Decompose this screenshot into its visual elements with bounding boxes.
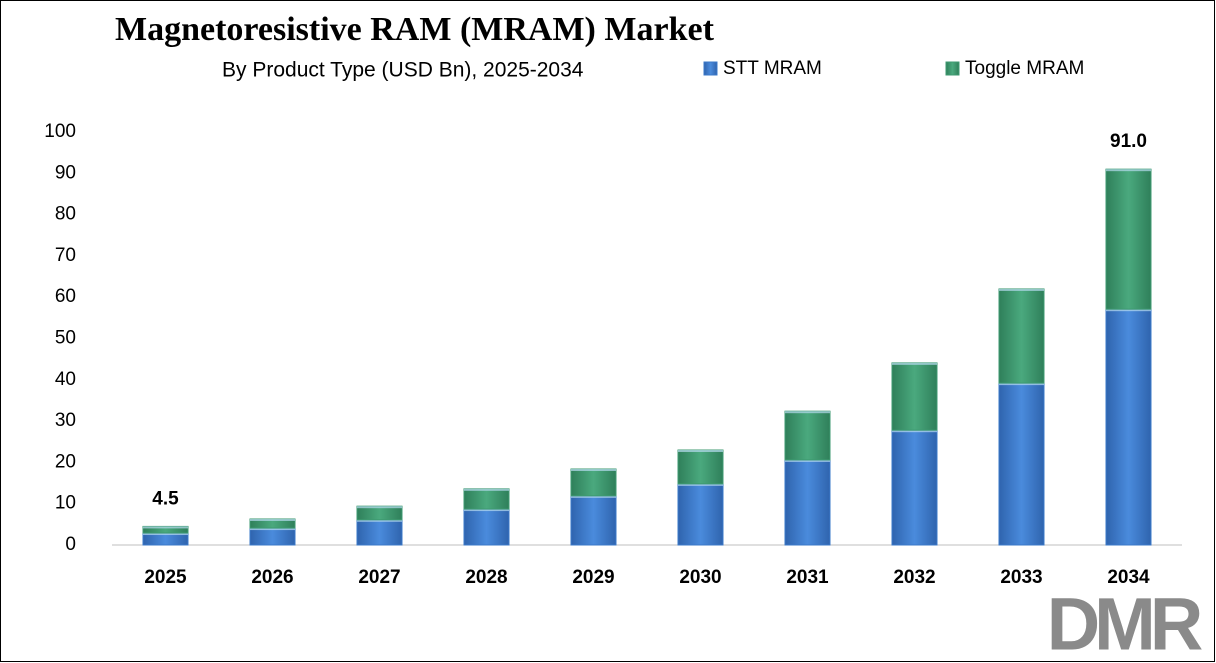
x-tick-label: 2028 bbox=[465, 567, 507, 588]
bar-segment bbox=[356, 505, 403, 521]
chart-subtitle: By Product Type (USD Bn), 2025-2034 bbox=[222, 59, 584, 82]
x-tick-label: 2029 bbox=[572, 567, 614, 588]
bar-segment bbox=[249, 527, 296, 546]
logo-text: DMR bbox=[1047, 583, 1202, 663]
bar-segment bbox=[463, 508, 510, 546]
y-tick-label: 0 bbox=[65, 534, 76, 555]
y-tick-label: 80 bbox=[55, 204, 76, 225]
data-label: 91.0 bbox=[1110, 131, 1147, 152]
bar-top bbox=[571, 469, 616, 472]
bar-top bbox=[357, 519, 402, 522]
legend-swatch bbox=[945, 61, 960, 76]
bar-top bbox=[892, 362, 937, 365]
bar-top bbox=[1106, 309, 1151, 312]
y-tick-label: 70 bbox=[55, 245, 76, 266]
y-tick-label: 20 bbox=[55, 451, 76, 472]
x-tick-label: 2031 bbox=[786, 567, 829, 588]
bar-top bbox=[785, 411, 830, 414]
y-tick-label: 50 bbox=[55, 328, 76, 349]
bar-top bbox=[250, 518, 295, 521]
legend-label: Toggle MRAM bbox=[965, 58, 1084, 79]
bar-top bbox=[464, 509, 509, 512]
bar-segment bbox=[784, 459, 831, 546]
x-tick-label: 2026 bbox=[251, 567, 293, 588]
legend-label: STT MRAM bbox=[723, 58, 822, 79]
x-tick-label: 2030 bbox=[679, 567, 721, 588]
y-tick-label: 100 bbox=[44, 121, 76, 142]
bar-segment bbox=[998, 288, 1045, 384]
legend-swatch bbox=[703, 61, 718, 76]
chart-title: Magnetoresistive RAM (MRAM) Market bbox=[115, 11, 715, 48]
logo: DMR bbox=[1047, 583, 1208, 663]
bar-top bbox=[571, 495, 616, 498]
x-tick-label: 2032 bbox=[893, 567, 935, 588]
bar-top bbox=[143, 533, 188, 536]
y-tick-label: 30 bbox=[55, 410, 76, 431]
bar-top bbox=[999, 288, 1044, 291]
x-tick-label: 2025 bbox=[144, 567, 187, 588]
bar-top bbox=[464, 488, 509, 491]
bar-top bbox=[678, 450, 723, 453]
bar-top bbox=[892, 430, 937, 433]
bar-segment bbox=[891, 362, 938, 431]
bar-top bbox=[250, 528, 295, 531]
bar-segment bbox=[570, 495, 617, 546]
bar-segment bbox=[1105, 168, 1152, 310]
bar-top bbox=[357, 506, 402, 509]
bar-segment bbox=[463, 488, 510, 510]
bar-segment bbox=[677, 483, 724, 546]
x-tick-label: 2027 bbox=[358, 567, 400, 588]
y-tick-label: 90 bbox=[55, 162, 76, 183]
y-tick-label: 40 bbox=[55, 369, 76, 390]
bar-segment bbox=[891, 429, 938, 546]
bar-segment bbox=[570, 468, 617, 497]
bar-segment bbox=[784, 410, 831, 461]
x-tick-label: 2033 bbox=[1000, 567, 1042, 588]
bar-top bbox=[678, 483, 723, 486]
bar-segment bbox=[356, 519, 403, 546]
bar-segment bbox=[677, 449, 724, 485]
x-tick-label: 2034 bbox=[1107, 567, 1150, 588]
y-tick-label: 10 bbox=[55, 493, 76, 514]
y-tick-label: 60 bbox=[55, 286, 76, 307]
bar-segment bbox=[998, 382, 1045, 546]
bar-top bbox=[143, 526, 188, 529]
bar-segment bbox=[1105, 308, 1152, 546]
bar-top bbox=[1106, 169, 1151, 172]
bar-top bbox=[999, 383, 1044, 386]
data-label: 4.5 bbox=[152, 488, 179, 509]
bar-top bbox=[785, 459, 830, 462]
